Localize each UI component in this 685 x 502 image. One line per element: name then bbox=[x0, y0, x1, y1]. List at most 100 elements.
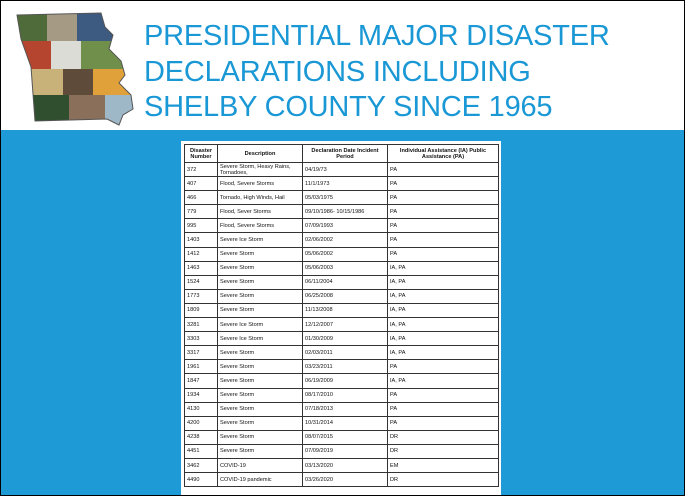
table-row: 4490 COVID-19 pandemic 03/26/2020 DR bbox=[184, 472, 499, 488]
table-cell: 1412 bbox=[184, 246, 218, 262]
table-cell: 3303 bbox=[184, 331, 218, 347]
table-row: 3281 Severe Ice Storm 12/12/2007 IA, PA bbox=[184, 317, 499, 333]
table-cell: 4238 bbox=[184, 429, 218, 445]
header-row: Disaster Number Description Declaration Da… bbox=[184, 144, 499, 163]
table-row: 1809 Severe Storm 11/13/2008 IA, PA bbox=[184, 302, 499, 319]
table-cell: Severe Storm, Heavy Rains, Tornadoes, bbox=[217, 161, 303, 178]
table-cell: 4490 bbox=[184, 472, 218, 488]
table-cell: IA, PA bbox=[387, 345, 499, 361]
table-cell: Severe Storm bbox=[217, 443, 303, 459]
table-row: 372 Severe Storm, Heavy Rains, Tornadoes,… bbox=[184, 161, 499, 178]
table-cell: Severe Storm bbox=[217, 415, 303, 431]
table-body: 372 Severe Storm, Heavy Rains, Tornadoes,… bbox=[184, 161, 499, 488]
table-cell: 1934 bbox=[184, 387, 218, 403]
table-row: 1847 Severe Storm 06/19/2009 IA, PA bbox=[184, 373, 499, 389]
table-row: 1403 Severe Ice Storm 02/06/2002 PA bbox=[184, 232, 499, 248]
table-cell: 07/09/2019 bbox=[302, 443, 388, 459]
table-cell: Severe Storm bbox=[217, 401, 303, 417]
table-cell: 07/18/2013 bbox=[302, 401, 388, 417]
title-line: PRESIDENTIAL MAJOR DISASTER bbox=[144, 20, 610, 52]
table-cell: Severe Storm bbox=[217, 387, 303, 403]
table-cell: 05/06/2002 bbox=[302, 246, 388, 262]
table-cell: 02/06/2002 bbox=[302, 232, 388, 248]
table-cell: 05/06/2003 bbox=[302, 260, 388, 276]
table-cell: 11/13/2008 bbox=[302, 302, 388, 319]
table-cell: 06/11/2004 bbox=[302, 274, 388, 290]
table-cell: PA bbox=[387, 387, 499, 403]
table-row: 4451 Severe Storm 07/09/2019 DR bbox=[184, 443, 499, 459]
table-cell: Severe Storm bbox=[217, 274, 303, 290]
table-cell: PA bbox=[387, 218, 499, 234]
table-cell: 4451 bbox=[184, 443, 218, 459]
table-cell: Severe Storm bbox=[217, 246, 303, 262]
table-cell: 06/25/2008 bbox=[302, 288, 388, 304]
table-row: 3317 Severe Storm 02/03/2011 IA, PA bbox=[184, 345, 499, 361]
table-cell: 1961 bbox=[184, 359, 218, 375]
table-cell: DR bbox=[387, 443, 499, 459]
table-cell: 779 bbox=[184, 204, 218, 220]
table-row: 4238 Severe Storm 08/07/2015 DR bbox=[184, 429, 499, 445]
table-cell: 03/13/2020 bbox=[302, 457, 388, 474]
table-row: 995 Flood, Severe Storms 07/09/1993 PA bbox=[184, 218, 499, 234]
table-cell: Severe Storm bbox=[217, 345, 303, 361]
table-cell: 03/26/2020 bbox=[302, 472, 388, 488]
table-row: 3462 COVID-19 03/13/2020 EM bbox=[184, 457, 499, 474]
table-cell: 3462 bbox=[184, 457, 218, 474]
table-cell: 4130 bbox=[184, 401, 218, 417]
table-cell: Severe Ice Storm bbox=[217, 317, 303, 333]
table-cell: COVID-19 pandemic bbox=[217, 472, 303, 488]
table-cell: Severe Storm bbox=[217, 302, 303, 319]
table-cell: Severe Storm bbox=[217, 288, 303, 304]
table-cell: PA bbox=[387, 415, 499, 431]
table-cell: PA bbox=[387, 161, 499, 178]
slide-title: PRESIDENTIAL MAJOR DISASTER DECLARATIONS … bbox=[144, 19, 610, 126]
table-cell: 05/03/1975 bbox=[302, 190, 388, 206]
table-cell: Severe Storm bbox=[217, 429, 303, 445]
table-row: 1934 Severe Storm 08/17/2010 PA bbox=[184, 387, 499, 403]
table-cell: 1524 bbox=[184, 274, 218, 290]
title-line: DECLARATIONS INCLUDING bbox=[144, 55, 531, 88]
table-cell: 1809 bbox=[184, 302, 218, 319]
table-cell: IA, PA bbox=[387, 302, 499, 319]
table-cell: PA bbox=[387, 190, 499, 206]
table-cell: IA, PA bbox=[387, 331, 499, 347]
table-cell: Flood, Severe Storms bbox=[217, 218, 303, 234]
table-cell: 09/10/1986- 10/15/1986 bbox=[302, 204, 388, 220]
table-row: 1961 Severe Storm 03/23/2011 PA bbox=[184, 359, 499, 375]
table-row: 407 Flood, Severe Storms 11/1/1973 PA bbox=[184, 176, 499, 192]
column-header: Disaster Number bbox=[184, 144, 218, 163]
table-cell: Flood, Sever Storms bbox=[217, 204, 303, 220]
table-row: 1524 Severe Storm 06/11/2004 IA, PA bbox=[184, 274, 499, 290]
table-cell: 3317 bbox=[184, 345, 218, 361]
table-cell: EM bbox=[387, 457, 499, 474]
table-cell: Severe Storm bbox=[217, 359, 303, 375]
column-header: Individual Assistance (IA) Public Assist… bbox=[387, 144, 499, 163]
table-cell: IA, PA bbox=[387, 274, 499, 290]
table-cell: 03/23/2011 bbox=[302, 359, 388, 375]
table-cell: Severe Ice Storm bbox=[217, 331, 303, 347]
table-cell: 1463 bbox=[184, 260, 218, 276]
table-cell: 1773 bbox=[184, 288, 218, 304]
table-cell: Severe Ice Storm bbox=[217, 232, 303, 248]
table-cell: 08/07/2015 bbox=[302, 429, 388, 445]
table-cell: PA bbox=[387, 359, 499, 375]
table-cell: COVID-19 bbox=[217, 457, 303, 474]
table-cell: 3281 bbox=[184, 317, 218, 333]
table-cell: IA, PA bbox=[387, 317, 499, 333]
table-cell: PA bbox=[387, 204, 499, 220]
table-cell: 02/03/2011 bbox=[302, 345, 388, 361]
table-cell: PA bbox=[387, 176, 499, 192]
table-cell: 10/31/2014 bbox=[302, 415, 388, 431]
table-row: 1773 Severe Storm 06/25/2008 IA, PA bbox=[184, 288, 499, 304]
table-cell: Flood, Severe Storms bbox=[217, 176, 303, 192]
table-cell: 466 bbox=[184, 190, 218, 206]
table-row: 4130 Severe Storm 07/18/2013 PA bbox=[184, 401, 499, 417]
table-cell: Severe Storm bbox=[217, 260, 303, 276]
table-cell: PA bbox=[387, 232, 499, 248]
table-cell: 1847 bbox=[184, 373, 218, 389]
table-row: 1412 Severe Storm 05/06/2002 PA bbox=[184, 246, 499, 262]
table-cell: 995 bbox=[184, 218, 218, 234]
column-header: Description bbox=[217, 144, 303, 163]
disaster-table: Disaster Number Description Declaration Da… bbox=[184, 144, 499, 488]
